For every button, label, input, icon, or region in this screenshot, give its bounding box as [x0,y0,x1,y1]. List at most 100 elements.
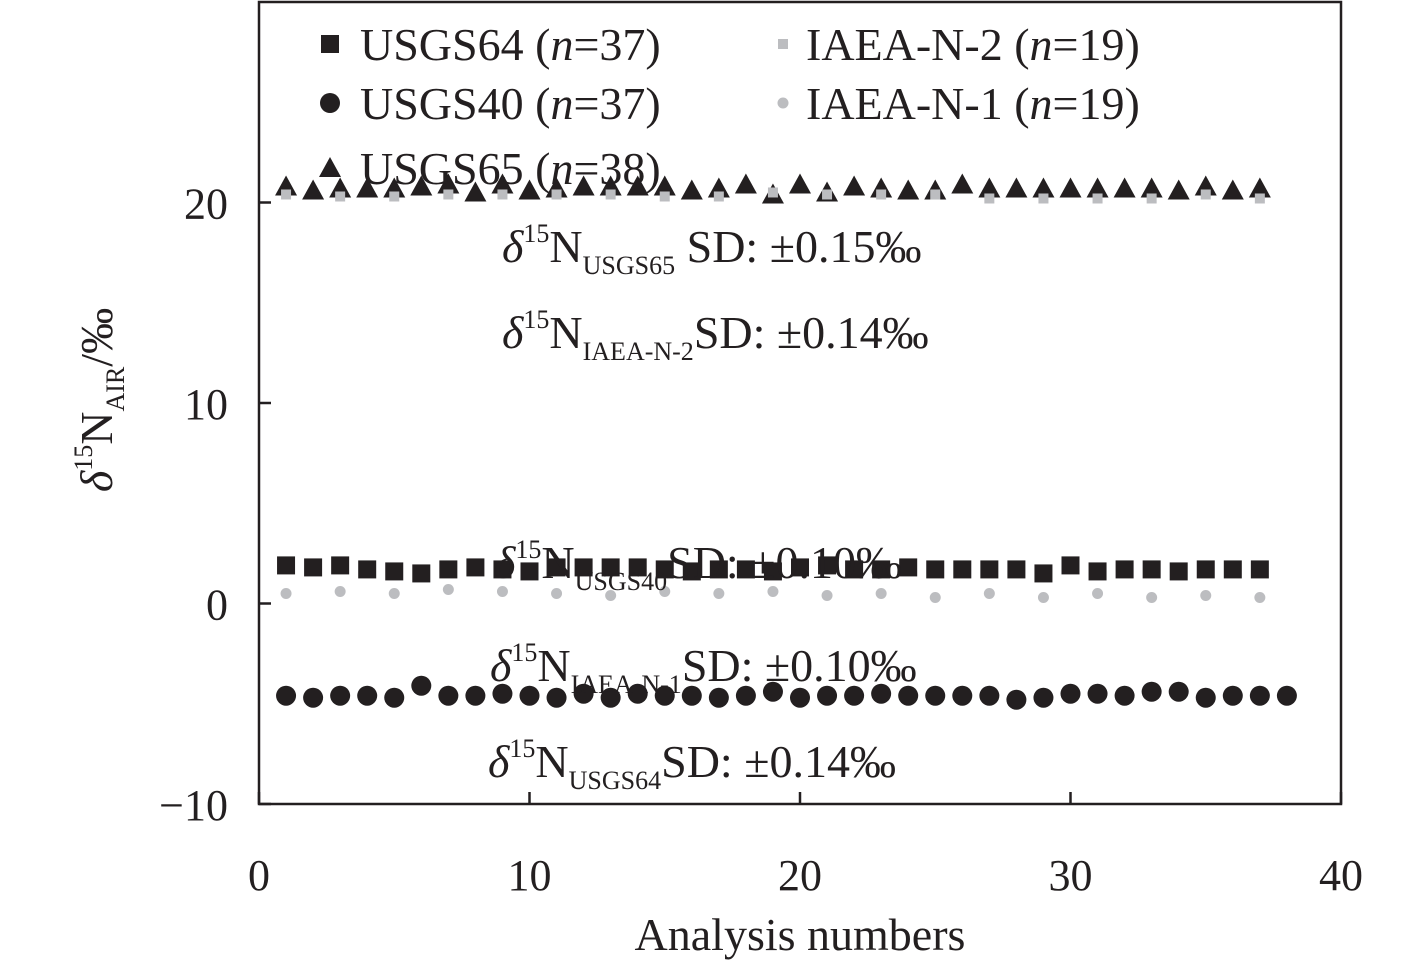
usgs40-point [1249,685,1270,706]
iaean2-point [443,189,454,200]
iaean2-point [1254,193,1265,204]
usgs64-point [466,558,485,577]
iaean1-point [821,589,833,601]
legend-label-usgs65: USGS65 (n=38) [360,143,661,194]
usgs40-point [1141,681,1162,702]
usgs65-point [572,175,595,196]
iaean1-point [1092,587,1104,599]
usgs40-point [627,683,648,704]
usgs40-point [898,685,919,706]
usgs40-point [1087,683,1108,704]
y-tick-label: 20 [184,180,228,229]
usgs64-point [331,556,350,575]
sd-annotation-an2: δ15NIAEA-N-2SD: ±0.14‰ [502,305,929,366]
iaean1-point [929,591,941,603]
usgs40-point [1114,685,1135,706]
usgs40-point [330,685,351,706]
series-iaean1 [280,583,1266,603]
usgs64-point [304,558,323,577]
legend-item-iaean1: IAEA-N-1 (n=19) [777,78,1140,129]
legend-marker-iaean2 [778,39,788,49]
usgs65-point [1086,177,1109,198]
usgs40-point [303,687,324,708]
usgs40-point [871,683,892,704]
iaean1-point [551,587,563,599]
usgs65-point [599,175,622,196]
iaean1-point [1254,591,1266,603]
usgs40-point [681,685,702,706]
usgs40-point [1222,685,1243,706]
legend-label-usgs64: USGS64 (n=37) [360,19,661,70]
usgs64-point [953,560,972,579]
usgs40-point [817,685,838,706]
usgs65-point [1248,177,1271,198]
y-axis: −10 0 10 20 [159,180,271,830]
sd-annotation-a65: δ15NUSGS65 SD: ±0.15‰ [502,219,921,280]
usgs40-point [1033,687,1054,708]
usgs64-point [547,558,566,577]
usgs64-point [1088,562,1107,581]
iaean2-point [1200,189,1211,200]
iaean2-point [1146,193,1157,204]
iaean2-point [389,191,400,202]
legend-label-iaean1: IAEA-N-1 (n=19) [806,78,1140,129]
iaean1-point [1037,591,1049,603]
usgs65-point [383,177,406,198]
usgs40-point [952,685,973,706]
usgs40-point [654,685,675,706]
usgs64-point [1196,560,1215,579]
usgs64-point [926,560,945,579]
series-iaean2 [281,187,1265,204]
usgs65-point [626,175,649,196]
usgs65-point [734,173,757,194]
iaean2-point [767,187,778,198]
iaean2-point [605,189,616,200]
iaean2-point [1038,193,1049,204]
usgs64-point [1250,560,1269,579]
usgs40-point [1195,687,1216,708]
usgs65-point [1059,177,1082,198]
usgs64-point [1142,560,1161,579]
y-tick-label: 0 [206,581,228,630]
iaean2-point [876,189,887,200]
usgs65-point [897,179,920,200]
usgs40-point [735,685,756,706]
x-axis: 0 10 20 30 40 [248,792,1363,900]
iaean1-point [767,585,779,597]
sd-annotation-a64: δ15NUSGS64SD: ±0.14‰ [488,734,896,795]
usgs65-point [329,177,352,198]
usgs64-point [358,560,377,579]
usgs65-point [1167,179,1190,200]
usgs65-point [1113,177,1136,198]
usgs40-point [1276,685,1297,706]
usgs40-point [979,685,1000,706]
usgs64-point [763,562,782,581]
usgs40-point [411,675,432,696]
usgs65-point [680,179,703,200]
usgs64-point [655,560,674,579]
legend-item-usgs40: USGS40 (n=37) [320,78,661,129]
usgs64-point [845,560,864,579]
legend-label-usgs40: USGS40 (n=37) [360,78,661,129]
usgs40-point [1006,689,1027,710]
usgs65-point [545,177,568,198]
usgs64-point [709,560,728,579]
iaean1-point [280,587,292,599]
usgs40-point [438,685,459,706]
usgs65-point [653,175,676,196]
iaean1-point [334,585,346,597]
legend-marker-usgs40 [320,93,340,113]
usgs65-point [789,173,811,194]
usgs64-point [736,560,755,579]
legend-label-iaean2: IAEA-N-2 (n=19) [806,19,1140,70]
usgs65-point [518,179,541,200]
usgs40-point [573,683,594,704]
iaean2-point [335,191,346,202]
iaean1-point [713,587,725,599]
iaean2-point [984,193,995,204]
usgs64-point [1061,556,1080,575]
iaean1-point [983,587,995,599]
usgs40-point [1060,683,1081,704]
usgs64-point [980,560,999,579]
usgs64-point [1007,560,1026,579]
